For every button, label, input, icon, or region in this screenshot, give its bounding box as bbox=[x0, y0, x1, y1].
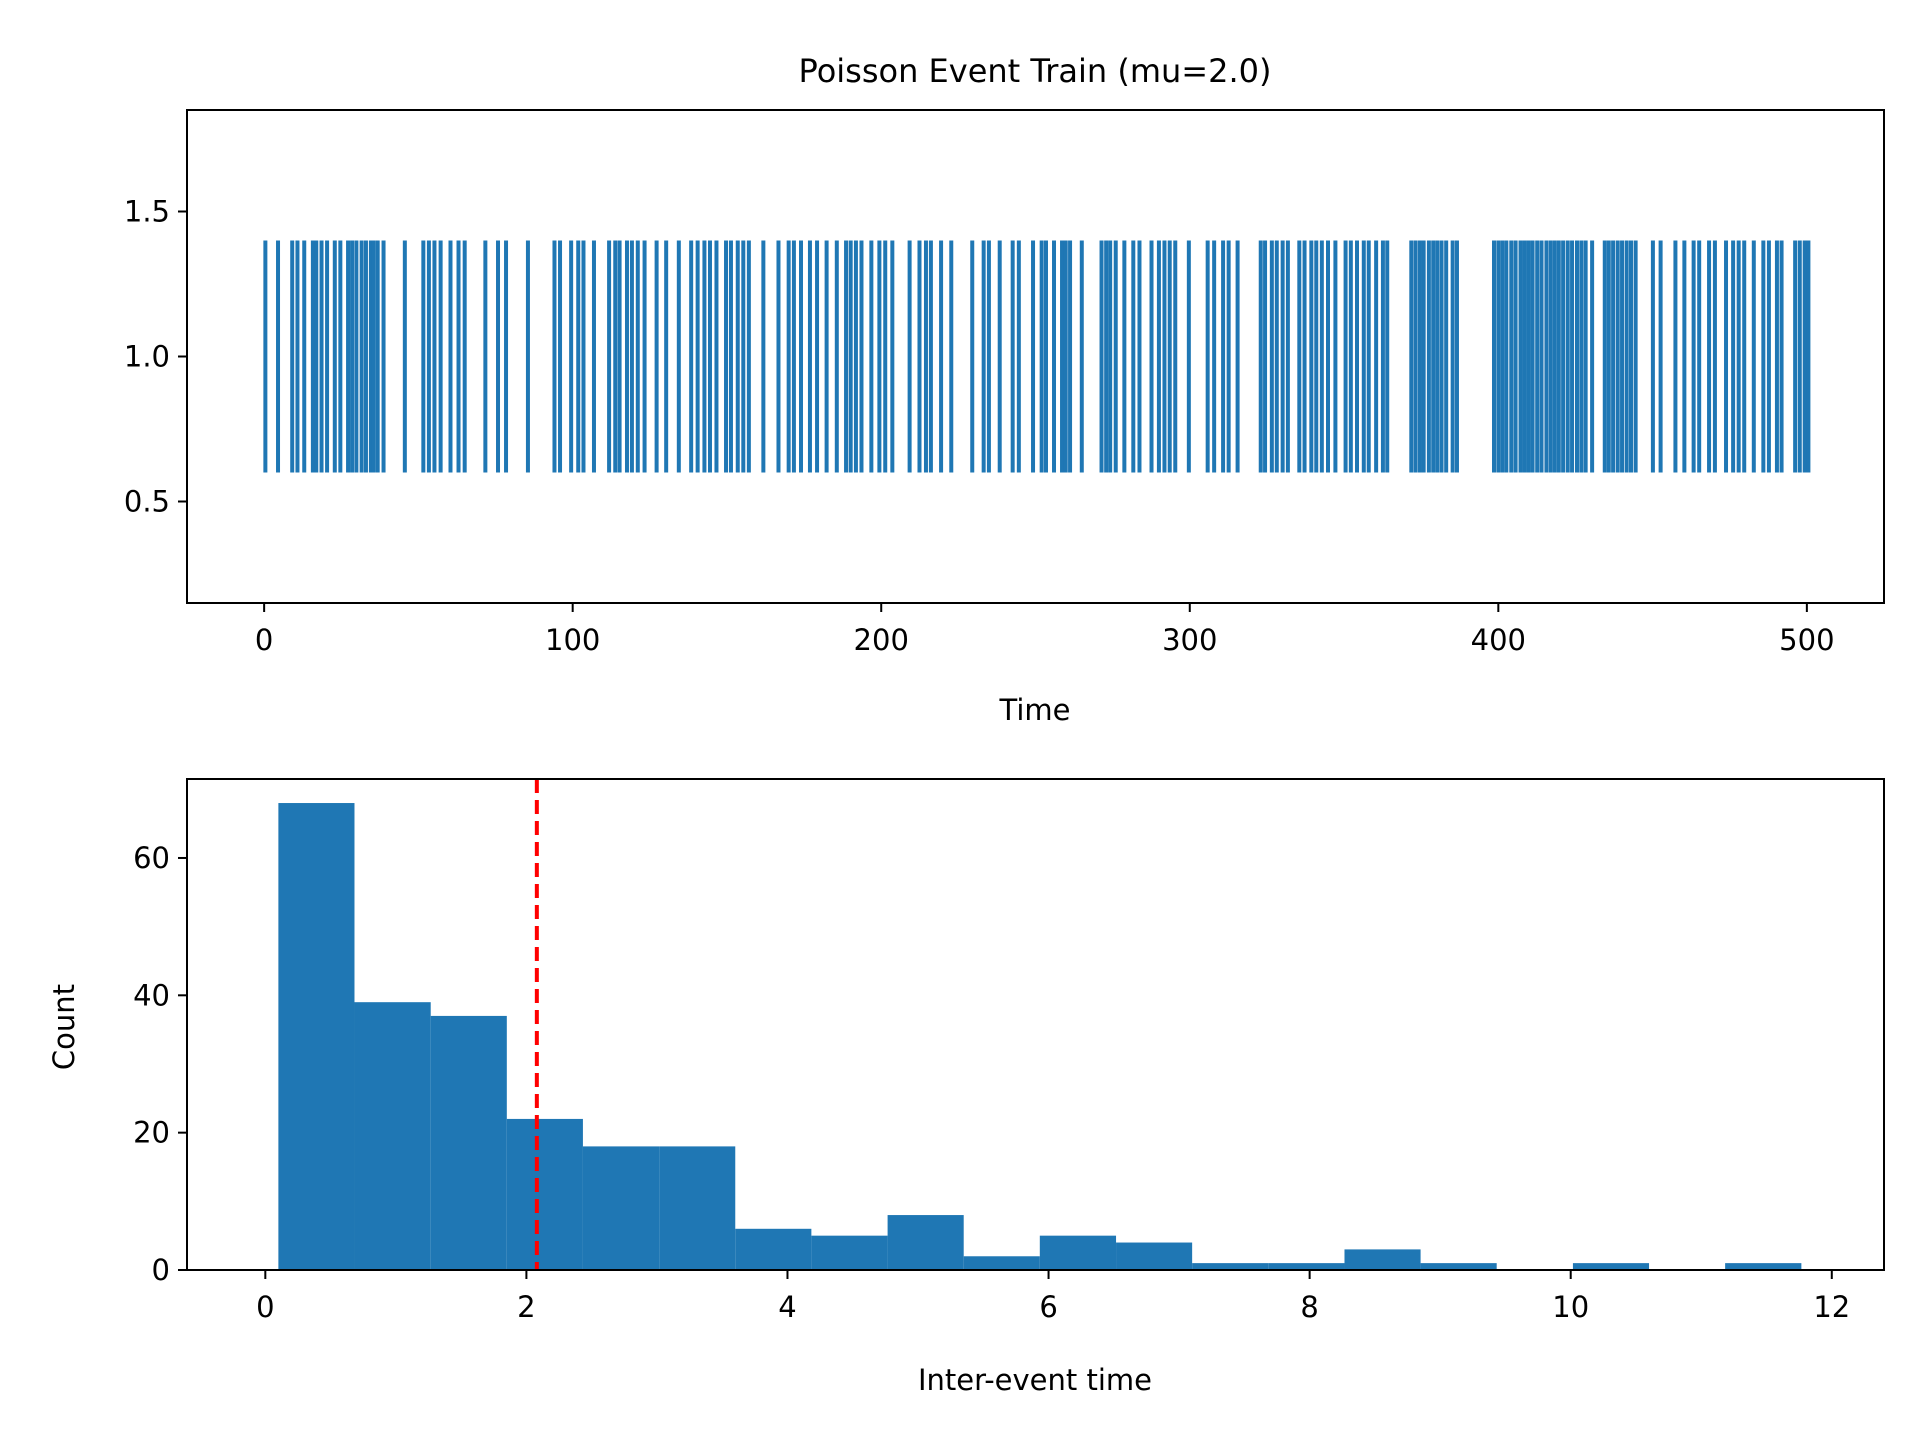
histogram-bar bbox=[1572, 1263, 1650, 1270]
histogram-panel: 0 2 4 6 8 10 12 0 20 40 60 Inter-event time Count bbox=[47, 778, 1885, 1397]
histogram-bar bbox=[1420, 1263, 1497, 1270]
histogram-bar bbox=[582, 1146, 660, 1270]
histogram-bar bbox=[1116, 1242, 1193, 1270]
x-tick-label: 100 bbox=[545, 623, 600, 657]
histogram-bar bbox=[1725, 1263, 1802, 1270]
histogram-bar bbox=[278, 803, 355, 1270]
histogram-bar bbox=[1192, 1263, 1269, 1270]
histogram-x-axis-label: Inter-event time bbox=[918, 1363, 1152, 1397]
y-tick-label: 20 bbox=[133, 1116, 170, 1150]
x-tick-label: 12 bbox=[1813, 1290, 1850, 1324]
x-tick-label: 0 bbox=[256, 1290, 274, 1324]
event-lines bbox=[263, 240, 1811, 473]
x-tick-label: 6 bbox=[1039, 1290, 1057, 1324]
histogram-bar bbox=[1039, 1235, 1117, 1270]
x-tick-label: 200 bbox=[854, 623, 909, 657]
x-tick-label: 400 bbox=[1471, 623, 1526, 657]
x-tick-label: 8 bbox=[1300, 1290, 1318, 1324]
x-tick-label: 300 bbox=[1162, 623, 1217, 657]
x-tick-label: 500 bbox=[1779, 623, 1834, 657]
histogram-axes-frame bbox=[186, 778, 1885, 1271]
y-tick-label: 1.5 bbox=[124, 195, 170, 229]
y-tick-label: 60 bbox=[133, 841, 170, 875]
histogram-y-ticks: 0 20 40 60 bbox=[133, 841, 187, 1287]
histogram-bar bbox=[811, 1235, 888, 1270]
event-train-panel: Poisson Event Train (mu=2.0) 0 100 200 300 4… bbox=[124, 52, 1885, 727]
y-tick-label: 40 bbox=[133, 978, 170, 1012]
x-tick-label: 2 bbox=[517, 1290, 535, 1324]
histogram-bars bbox=[278, 803, 1802, 1270]
x-tick-label: 0 bbox=[255, 623, 273, 657]
event-train-x-ticks: 0 100 200 300 400 500 bbox=[255, 603, 1835, 657]
x-tick-label: 4 bbox=[778, 1290, 796, 1324]
y-tick-label: 1.0 bbox=[124, 340, 170, 374]
histogram-y-axis-label: Count bbox=[47, 984, 81, 1070]
event-train-x-axis-label: Time bbox=[999, 693, 1071, 727]
x-tick-label: 10 bbox=[1552, 1290, 1589, 1324]
histogram-bar bbox=[1344, 1249, 1421, 1270]
histogram-bar bbox=[506, 1118, 583, 1270]
histogram-bar bbox=[430, 1015, 507, 1270]
y-tick-label: 0 bbox=[152, 1253, 170, 1287]
histogram-bar bbox=[963, 1256, 1040, 1270]
histogram-x-ticks: 0 2 4 6 8 10 12 bbox=[256, 1270, 1850, 1324]
histogram-bar bbox=[887, 1215, 964, 1270]
y-tick-label: 0.5 bbox=[124, 485, 170, 519]
event-train-title: Poisson Event Train (mu=2.0) bbox=[799, 52, 1272, 90]
event-train-y-ticks: 0.5 1.0 1.5 bbox=[124, 195, 187, 519]
histogram-bar bbox=[354, 1002, 431, 1270]
histogram-bar bbox=[1268, 1263, 1345, 1270]
histogram-bar bbox=[735, 1228, 812, 1270]
histogram-bar bbox=[659, 1146, 736, 1270]
